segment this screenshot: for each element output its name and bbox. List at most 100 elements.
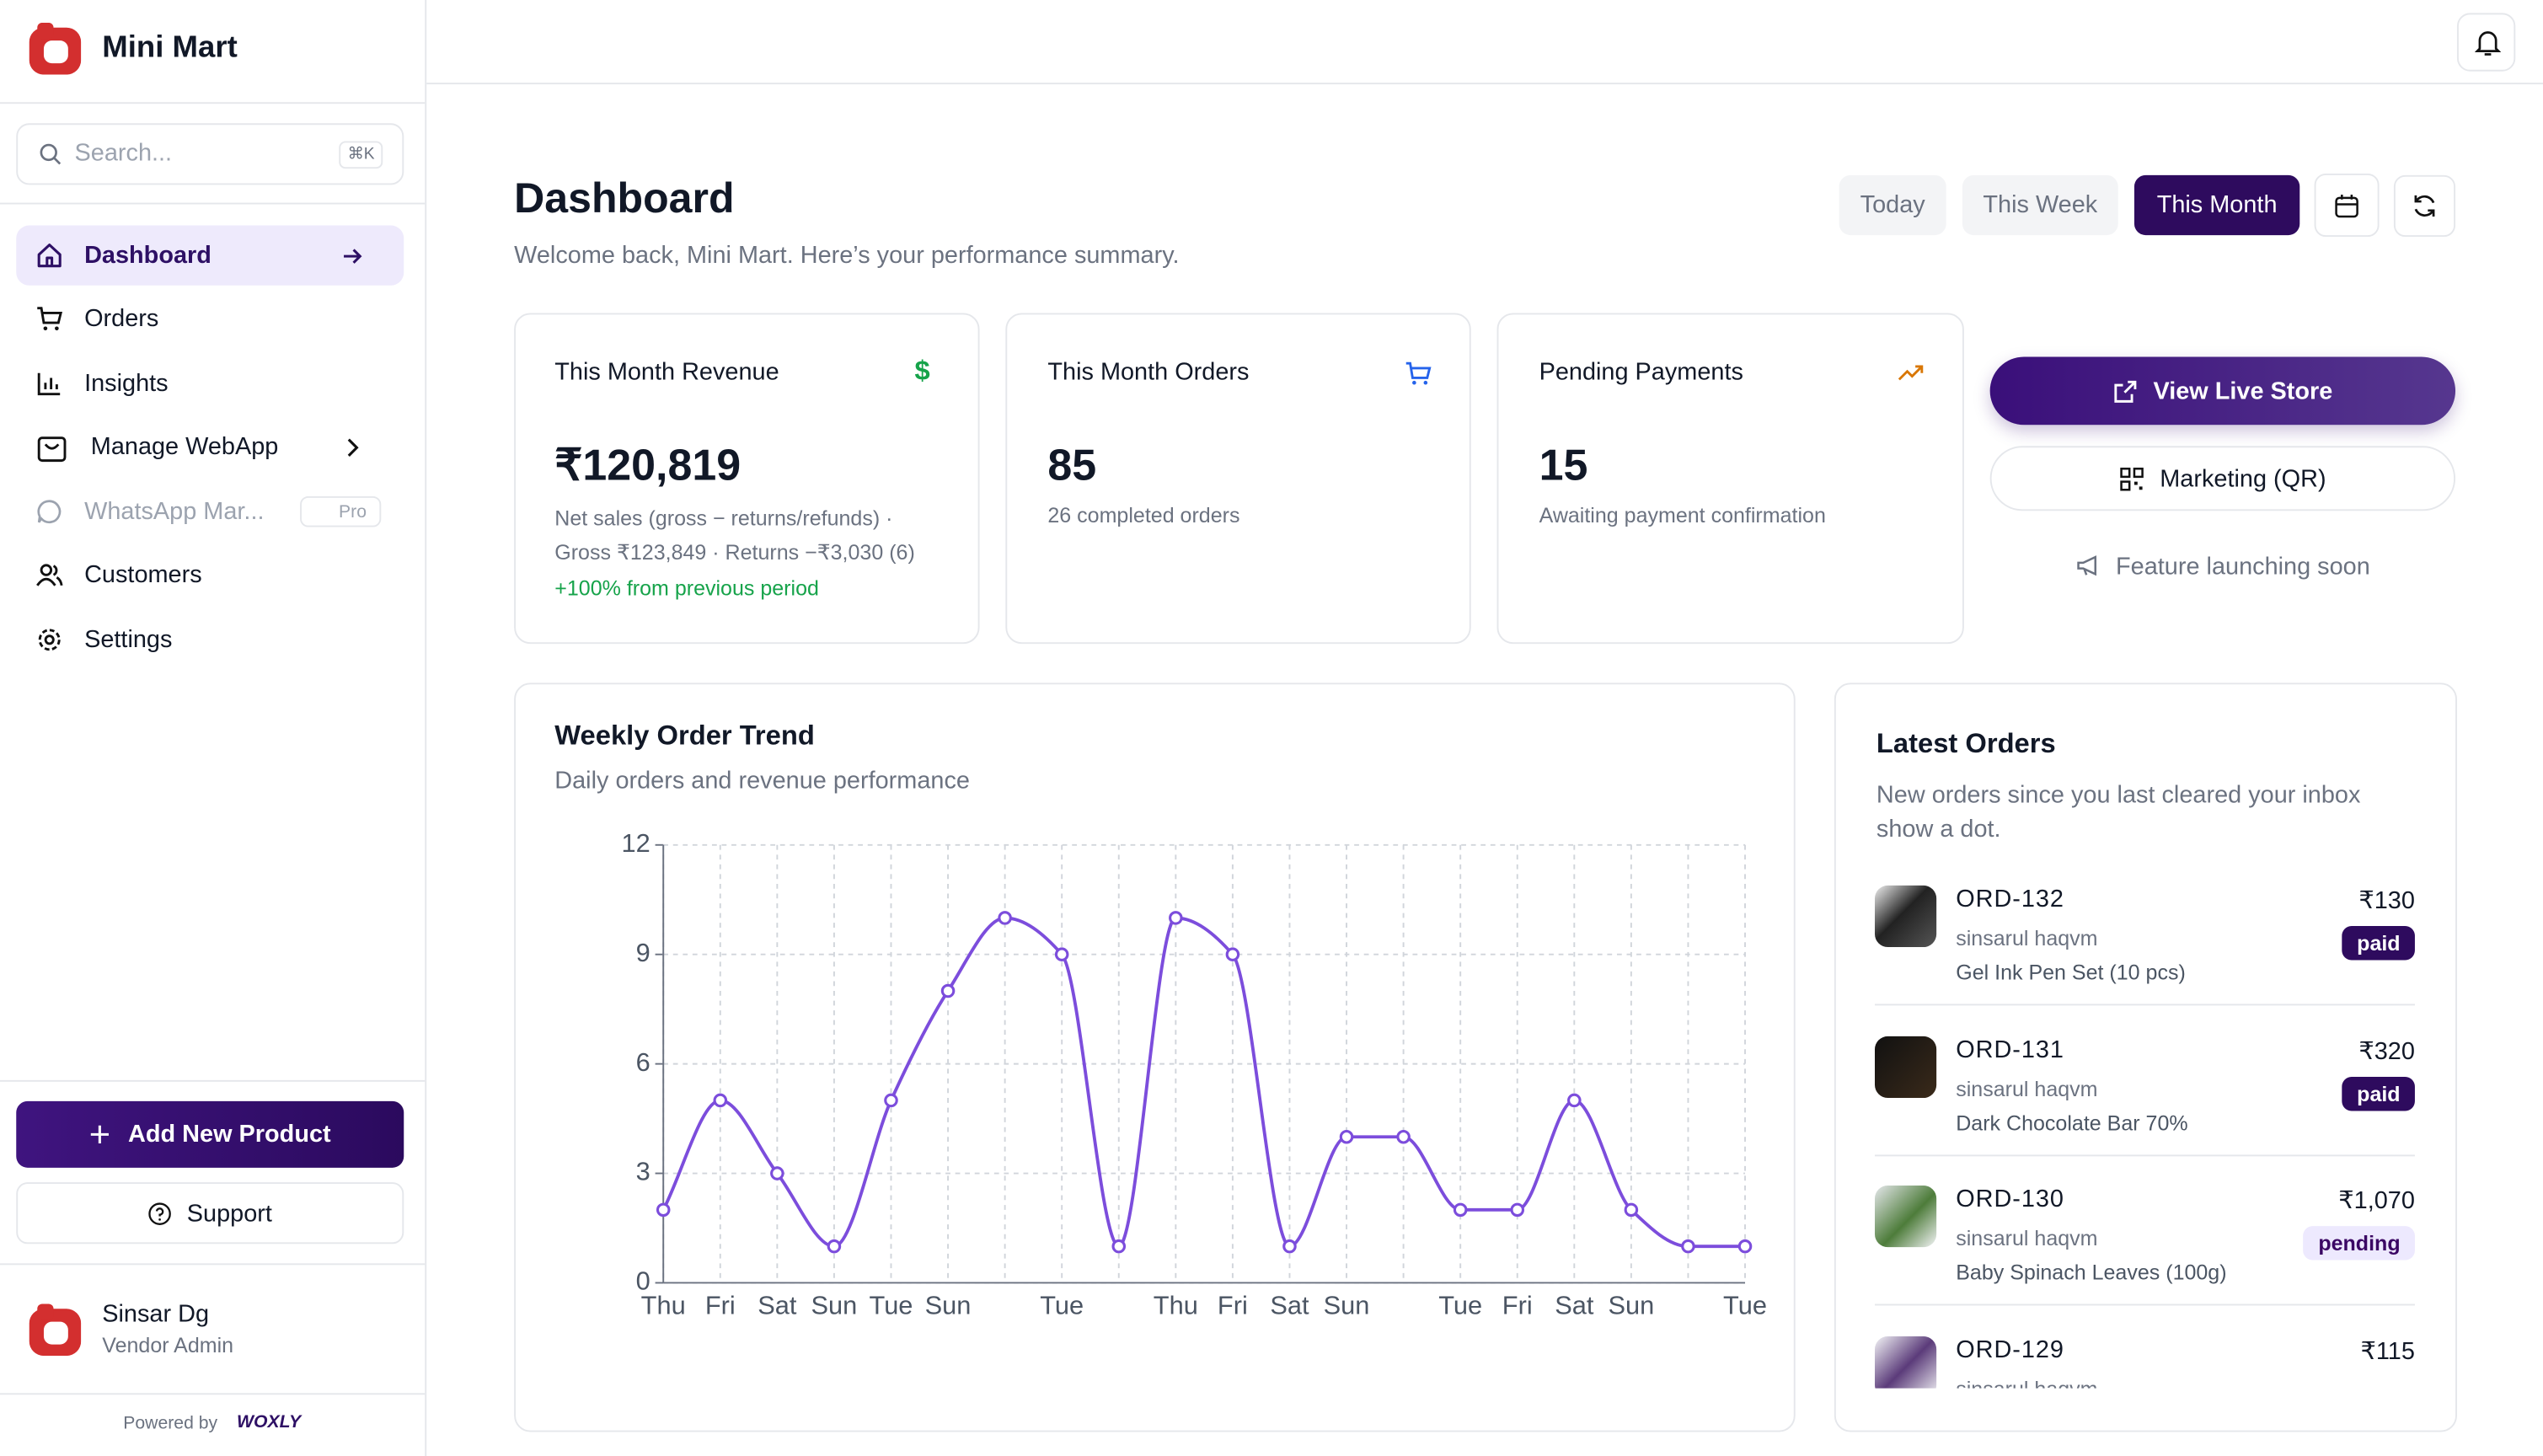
x-tick-label: Sat [758, 1290, 797, 1320]
data-point [1681, 1239, 1695, 1254]
order-row: ORD-132 ₹130 sinsarul haqvm Gel Ink Pen Set… [1874, 884, 2415, 1033]
calendar-icon [2335, 194, 2358, 217]
dollar-icon: $ [914, 355, 930, 387]
order-thumbnail [1874, 1185, 1937, 1248]
button-label: Marketing (QR) [2160, 464, 2326, 493]
data-point [1054, 947, 1069, 961]
order-product: Dark Chocolate Bar 70% [1956, 1110, 2188, 1135]
order-product: Baby Spinach Leaves (100g) [1956, 1260, 2227, 1285]
trend-icon [1898, 365, 1924, 381]
y-tick-label: 0 [636, 1266, 650, 1296]
data-point [940, 983, 956, 998]
range-button[interactable]: Today [1839, 174, 1946, 236]
bell [2475, 31, 2501, 56]
chart-subtitle: Daily orders and revenue performance [554, 767, 970, 795]
refresh-button[interactable] [2393, 174, 2456, 238]
order-row: ORD-131 ₹320 sinsarul haqvm Dark Chocolate … [1874, 1034, 2415, 1183]
marketing-button[interactable]: Marketing (QR) [1989, 446, 2456, 511]
soon-note: Feature launching soon [1990, 545, 2455, 587]
icon [37, 436, 67, 463]
nav-item[interactable]: Insights [16, 354, 404, 414]
nav-item[interactable]: Manage WebApp [16, 417, 404, 477]
icon [37, 244, 62, 268]
data-point [713, 1093, 728, 1108]
row-divider [1874, 1004, 2415, 1006]
user-role: Vendor Admin [102, 1333, 234, 1358]
add-product-button[interactable]: Add New Product [16, 1100, 404, 1168]
nav-item[interactable]: Dashboard [16, 225, 404, 286]
help-icon [148, 1202, 172, 1224]
order-id: ORD-132 [1956, 885, 2064, 913]
x-tick-label: Sun [1324, 1290, 1370, 1320]
range-label: This Month [2156, 191, 2278, 219]
stat-card: This Month Revenue $ ₹120,819 Net sales … [514, 313, 980, 645]
data-point [1624, 1202, 1639, 1218]
data-point [1282, 1239, 1297, 1254]
order-amount: ₹1,070 [2338, 1186, 2415, 1215]
stat-value: ₹120,819 [554, 441, 741, 490]
order-amount: ₹320 [2358, 1036, 2415, 1065]
arrow [344, 248, 362, 263]
nav-label: Settings [84, 625, 173, 654]
order-thumbnail [1874, 885, 1937, 948]
nav-label: Insights [84, 369, 169, 398]
stat-note: Gross ₹123,849 · Returns −₹3,030 (6) [554, 539, 915, 565]
icon [37, 372, 61, 396]
data-point [1111, 1239, 1127, 1254]
stat-note: 26 completed orders [1047, 502, 1240, 527]
order-customer: sinsarul haqvm [1956, 1076, 2098, 1100]
stat-value: 85 [1047, 441, 1097, 490]
calendar-button[interactable] [2314, 173, 2380, 238]
stat-card: This Month Orders 85 26 completed orders [1005, 313, 1471, 645]
order-row: ORD-129 ₹115 sinsarul haqvm [1874, 1334, 2415, 1389]
nav-item[interactable]: Orders [16, 289, 404, 349]
order-amount: ₹115 [2360, 1336, 2415, 1365]
pro-badge: Pro [300, 495, 382, 527]
row-divider [1874, 1303, 2415, 1306]
data-point [1453, 1202, 1468, 1218]
search-box[interactable]: Search... ⌘K [16, 123, 404, 185]
chart-card: Weekly Order Trend Daily orders and reve… [514, 682, 1796, 1432]
range-button[interactable]: This Week [1962, 174, 2118, 236]
user-name: Sinsar Dg [102, 1300, 210, 1329]
search-placeholder: Search... [74, 139, 173, 168]
stat-note: Net sales (gross − returns/refunds) · [554, 506, 893, 531]
view-store-button[interactable]: View Live Store [1989, 356, 2456, 426]
icon [37, 307, 63, 331]
range-button[interactable]: This Month [2133, 174, 2300, 236]
y-tick-label: 6 [636, 1047, 650, 1077]
range-label: Today [1860, 191, 1925, 219]
data-point [1510, 1202, 1525, 1218]
powered-by: Powered by [123, 1414, 218, 1434]
user-avatar [29, 1303, 82, 1357]
orders-inner: ORD-132 ₹130 sinsarul haqvm Gel Ink Pen Set… [1849, 875, 2433, 1389]
nav-label: Manage WebApp [90, 432, 279, 461]
brand-logo [29, 22, 82, 75]
page-subtitle: Welcome back, Mini Mart. Here’s your per… [514, 241, 1180, 270]
data-point [1567, 1093, 1582, 1108]
nav-item[interactable]: Settings [16, 610, 404, 670]
orders-card: Latest Orders New orders since you last … [1834, 682, 2457, 1432]
nav-label: Customers [84, 560, 202, 589]
y-tick-label: 9 [636, 938, 650, 967]
support-button[interactable]: Support [16, 1182, 404, 1245]
orders-list: ORD-132 ₹130 sinsarul haqvm Gel Ink Pen Set… [1849, 875, 2433, 1389]
status-badge: pending [2304, 1226, 2415, 1261]
external-icon [2113, 379, 2136, 402]
x-tick-label: Sun [925, 1290, 972, 1320]
stat-note: Awaiting payment confirmation [1539, 502, 1826, 527]
data-point [1169, 911, 1183, 925]
order-thumbnail [1874, 1035, 1937, 1098]
order-customer: sinsarul haqvm [1956, 1376, 2098, 1389]
x-tick-label: Sun [1608, 1290, 1654, 1320]
nav-item[interactable]: WhatsApp Mar... Pro [16, 482, 404, 542]
page-title: Dashboard [514, 173, 735, 222]
notifications-button[interactable] [2456, 13, 2516, 72]
nav-item[interactable]: Customers [16, 545, 404, 605]
x-tick-label: Tue [1040, 1290, 1084, 1320]
x-tick-label: Tue [1723, 1290, 1767, 1320]
qr-icon [2119, 467, 2144, 490]
brand-name: Mini Mart [102, 30, 238, 65]
x-tick-label: Tue [1438, 1290, 1482, 1320]
